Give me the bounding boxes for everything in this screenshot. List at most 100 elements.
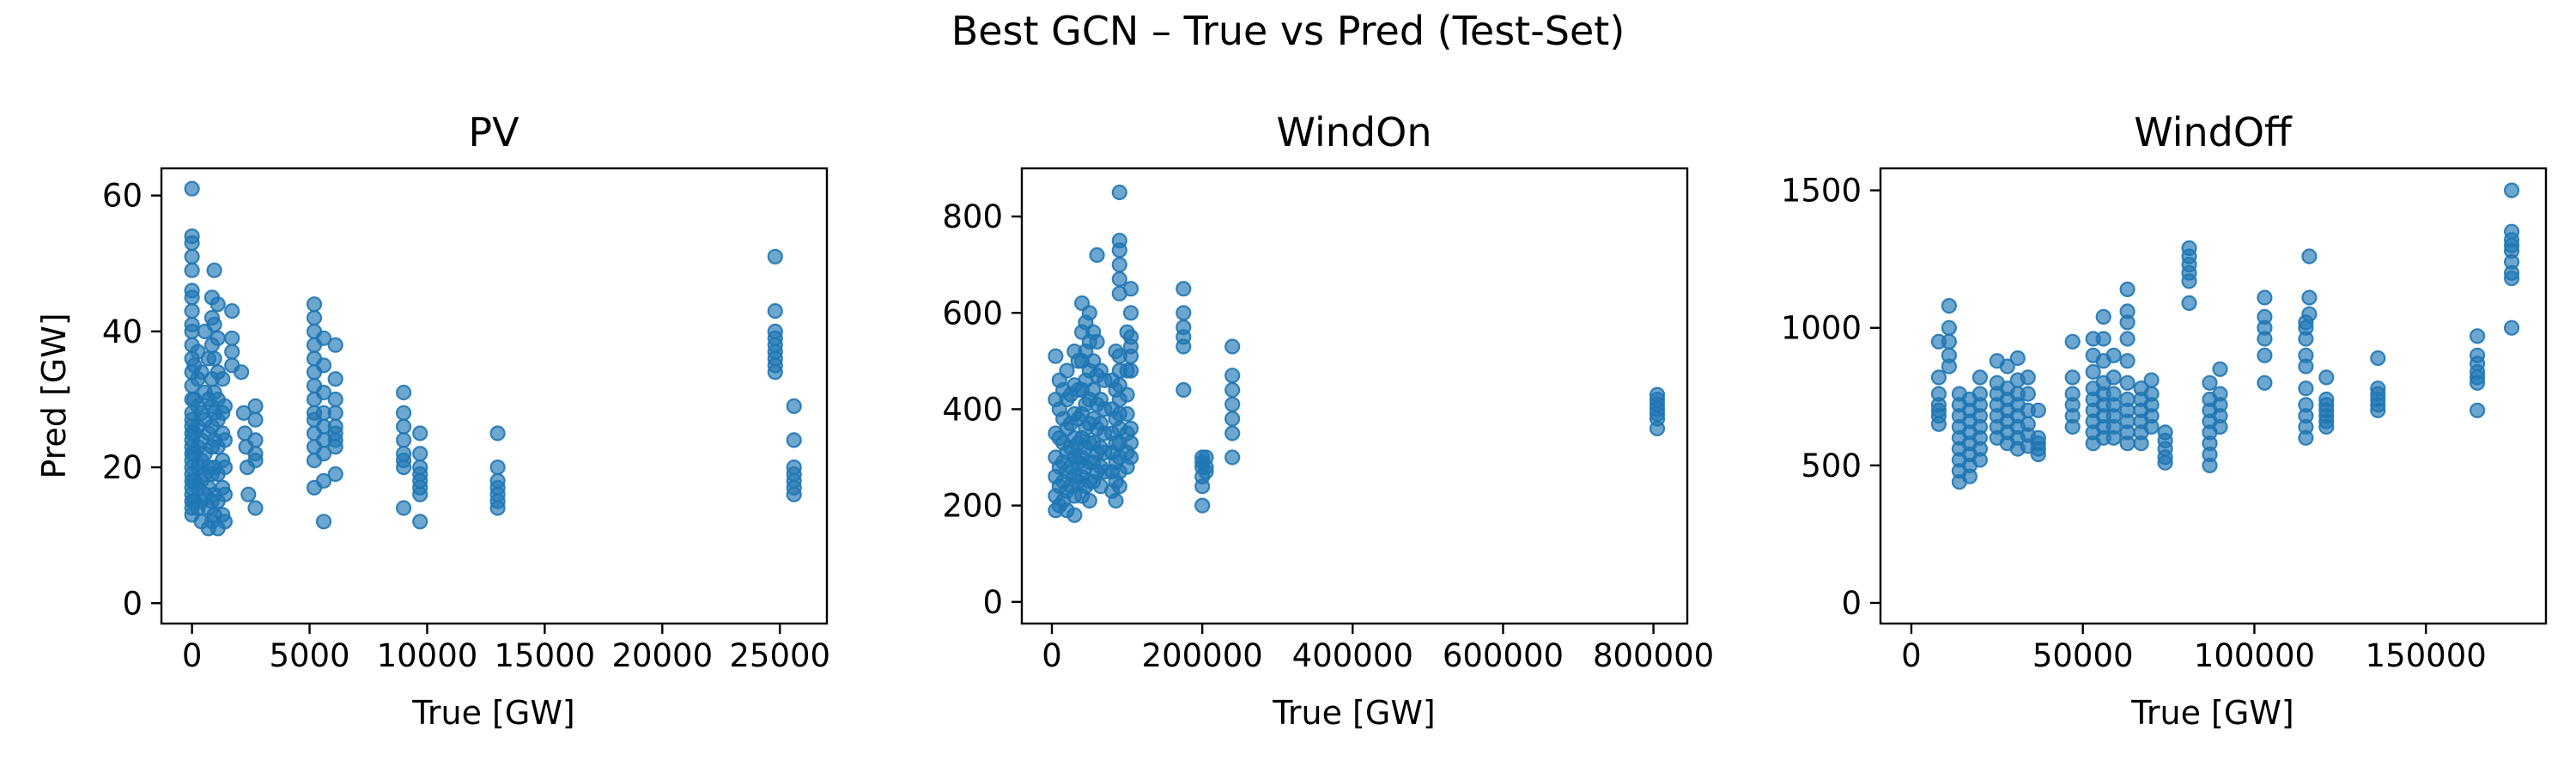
x-tick-label: 0 [182,637,203,674]
data-point [247,432,264,448]
data-point [2119,374,2136,391]
data-point [767,303,783,320]
data-point [1066,507,1083,523]
data-point [1194,497,1211,514]
data-point [2119,281,2136,297]
data-point [2257,289,2273,306]
x-tick-label: 100000 [2194,637,2315,674]
data-point [2105,429,2122,446]
x-axis-label: True [GW] [411,694,574,732]
data-point [2370,350,2386,367]
x-tick-label: 25000 [729,637,830,674]
data-point [2257,331,2273,347]
data-point [2064,369,2081,386]
data-point [327,391,343,408]
data-point [2504,182,2520,198]
data-point [767,248,783,265]
data-point [2202,457,2218,474]
data-point [184,180,200,197]
data-point [1176,381,1192,399]
data-point [2212,361,2228,377]
data-point [2470,374,2486,391]
data-point [396,500,412,516]
data-point [2318,369,2335,386]
data-point [2470,402,2486,418]
data-point [2119,331,2136,347]
y-tick-label: 400 [942,391,1003,428]
data-point [2064,333,2081,350]
data-point [767,364,783,380]
subplot-title: WindOff [2134,109,2293,155]
x-tick-label: 10000 [377,637,478,674]
data-point [1224,411,1241,427]
data-point [247,500,264,516]
data-point [216,514,233,530]
data-point [2119,314,2136,331]
x-tick-label: 0 [1901,637,1922,674]
data-point [210,296,226,313]
y-tick-label: 0 [1841,585,1862,622]
data-point [1198,464,1214,480]
data-point [2470,328,2486,344]
data-point [306,309,323,326]
data-point [2020,369,2036,386]
data-point [2181,273,2197,289]
x-tick-label: 50000 [2032,637,2134,674]
data-point [1224,425,1241,441]
data-point [2095,308,2111,325]
data-point [247,411,264,428]
subplot-windoff: WindOff True [GW] 0 50000 100000 150000 0 500… [1781,109,2548,732]
data-point [2143,372,2160,388]
data-point [315,514,332,530]
data-point [2301,306,2318,322]
data-point [786,486,802,502]
data-point [1089,247,1105,264]
data-point [1224,381,1241,399]
data-point [489,500,506,516]
data-point [489,459,506,476]
data-point [1176,281,1192,297]
data-point [1224,396,1241,412]
data-point [1999,358,2015,374]
subplot-title: WindOn [1277,109,1432,155]
data-point [1111,184,1127,201]
data-point [2298,331,2314,347]
data-point [224,344,240,360]
data-point [1176,305,1192,321]
data-point [1961,468,1978,484]
data-point [2504,320,2520,336]
data-point [1941,333,1957,350]
y-tick-label: 200 [942,488,1003,525]
data-point [1111,242,1127,259]
axes-frame [160,167,829,625]
data-point [2157,454,2173,471]
data-point [315,330,332,346]
data-point [2030,446,2046,463]
data-point [327,337,343,353]
subplot-title: PV [468,109,519,155]
data-point [489,425,506,441]
data-point [327,405,343,421]
data-point [184,289,200,306]
data-point [1122,435,1139,451]
x-tick-label: 15000 [495,637,596,674]
data-point [2212,418,2228,435]
data-point [1941,358,1957,374]
y-tick-label: 800 [942,198,1003,235]
data-point [315,472,332,490]
y-axis-label: Pred [GW] [35,313,73,478]
data-point [184,234,200,252]
data-point [327,466,343,483]
figure-title: Best GCN – True vs Pred (Test-Set) [951,8,1625,54]
data-point [1122,420,1139,436]
data-point [1176,338,1192,355]
data-point [1122,449,1139,466]
data-point [1119,386,1135,403]
data-point [2030,402,2046,418]
subplot-pv: PV True [GW] Pred [GW] 0 5000 10000 15000 20… [35,109,830,732]
y-tick-label: 500 [1801,447,1862,484]
data-point [1941,298,1957,314]
data-points [1048,184,1666,523]
data-point [2181,295,2197,311]
data-point [2257,347,2273,363]
